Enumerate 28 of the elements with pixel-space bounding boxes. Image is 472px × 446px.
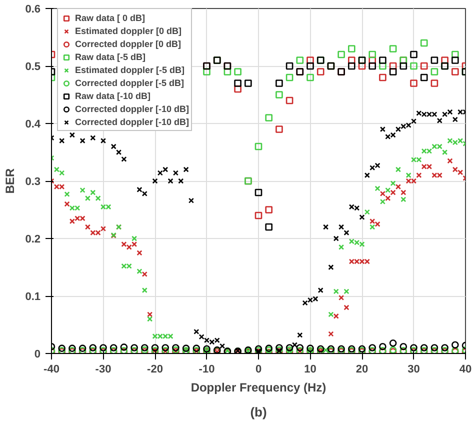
y-tick-label: 0.5	[25, 61, 41, 73]
legend-label: Raw data [-5 dB]	[75, 50, 146, 63]
legend-label: Corrected doppler [0 dB]	[75, 38, 182, 50]
y-tick-label: 0	[34, 348, 41, 360]
y-tick-label: 0.2	[25, 234, 41, 246]
legend-label: Corrected doppler [-5 dB]	[75, 76, 184, 89]
x-tick-label: 10	[304, 364, 316, 376]
x-tick-label: 0	[255, 364, 262, 376]
x-tick-label: 40	[459, 364, 472, 376]
legend-label: Estimated doppler [-5 dB]	[75, 64, 185, 76]
x-tick-label: -30	[95, 364, 112, 376]
x-tick-label: 30	[408, 364, 420, 376]
x-axis-title: Doppler Frequency (Hz)	[190, 380, 326, 394]
text: (b)	[250, 404, 267, 420]
legend-label: Estimated doppler [0 dB]	[75, 24, 182, 37]
x-tick-label: -40	[44, 364, 60, 376]
y-tick-label: 0.6	[25, 4, 41, 16]
x-tick-label: -10	[198, 364, 215, 376]
legend-label: Corrected doppler [-10 dB]	[75, 116, 190, 128]
y-axis-title: BER	[3, 168, 18, 194]
y-tick-label: 0.4	[25, 118, 42, 130]
legend-label: Raw data [ 0 dB]	[75, 12, 146, 24]
x-tick-label: -20	[147, 364, 163, 376]
y-tick-label: 0.1	[25, 291, 41, 303]
y-tick-label: 0.3	[25, 176, 41, 188]
legend-label: Raw data [-10 dB]	[75, 90, 151, 102]
legend-label: Corrected doppler [-10 dB]	[75, 102, 190, 115]
x-tick-label: 20	[356, 364, 368, 376]
